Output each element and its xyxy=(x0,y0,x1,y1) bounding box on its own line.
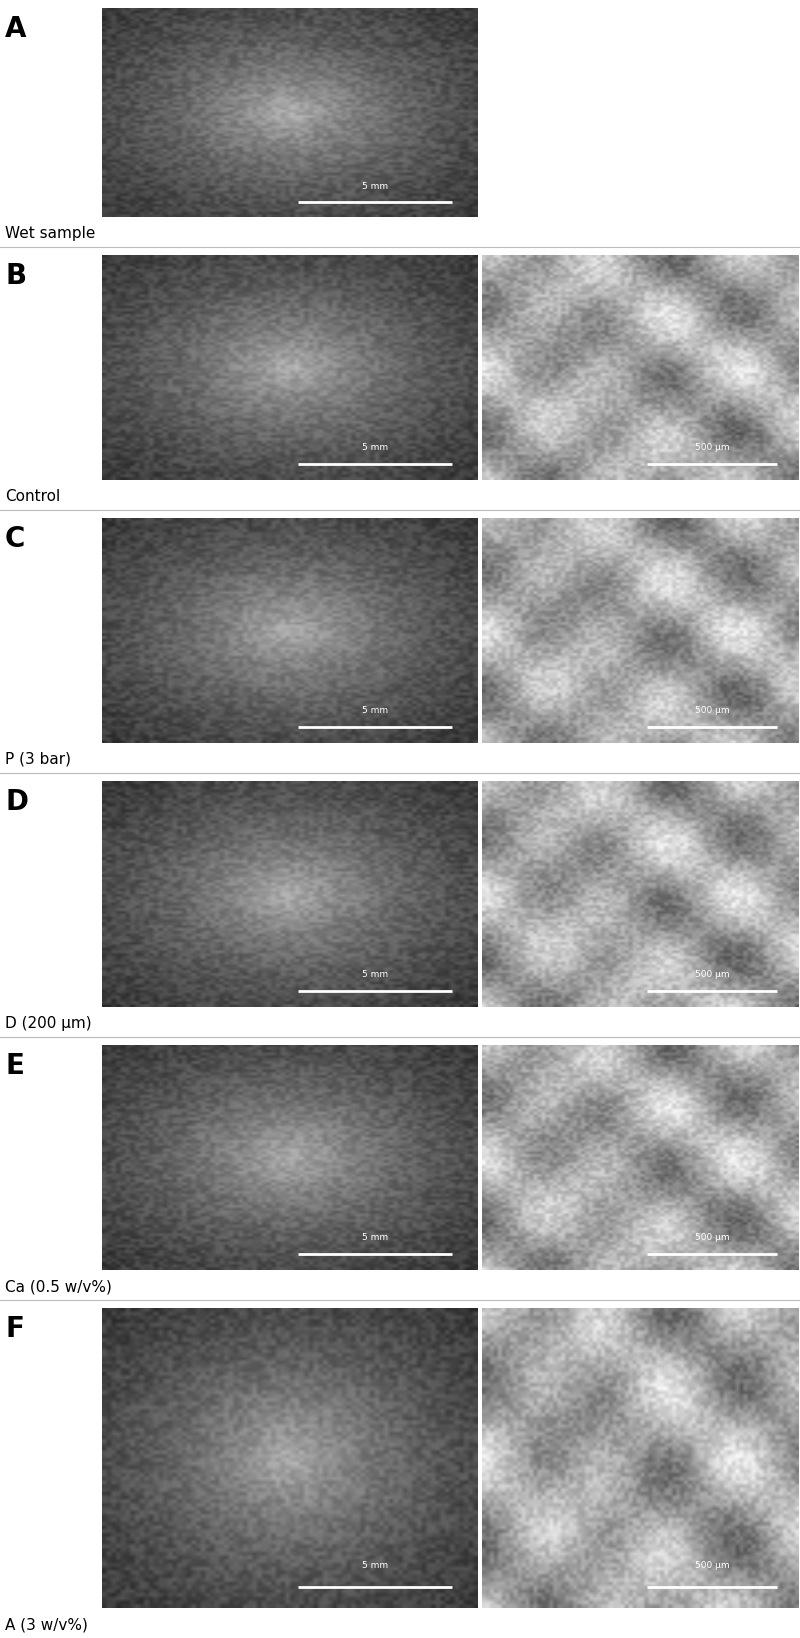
Text: 5 mm: 5 mm xyxy=(362,442,388,452)
Text: 5 mm: 5 mm xyxy=(362,1561,388,1571)
Text: E: E xyxy=(5,1052,24,1079)
Text: 5 mm: 5 mm xyxy=(362,970,388,980)
Text: F: F xyxy=(5,1315,24,1343)
Text: D (200 μm): D (200 μm) xyxy=(5,1016,92,1030)
Text: Wet sample: Wet sample xyxy=(5,226,95,241)
Text: 5 mm: 5 mm xyxy=(362,182,388,192)
Text: Control: Control xyxy=(5,490,60,505)
Text: 500 μm: 500 μm xyxy=(694,1561,729,1571)
Text: 500 μm: 500 μm xyxy=(694,706,729,714)
Text: 5 mm: 5 mm xyxy=(362,706,388,714)
Text: A (3 w/v%): A (3 w/v%) xyxy=(5,1617,88,1631)
Text: D: D xyxy=(5,788,28,816)
Text: P (3 bar): P (3 bar) xyxy=(5,752,71,767)
Text: 500 μm: 500 μm xyxy=(694,1233,729,1242)
Text: B: B xyxy=(5,262,26,290)
Text: A: A xyxy=(5,15,26,43)
Text: Ca (0.5 w/v%): Ca (0.5 w/v%) xyxy=(5,1279,112,1294)
Text: 500 μm: 500 μm xyxy=(694,970,729,980)
Text: 5 mm: 5 mm xyxy=(362,1233,388,1242)
Text: C: C xyxy=(5,526,26,554)
Text: 500 μm: 500 μm xyxy=(694,442,729,452)
